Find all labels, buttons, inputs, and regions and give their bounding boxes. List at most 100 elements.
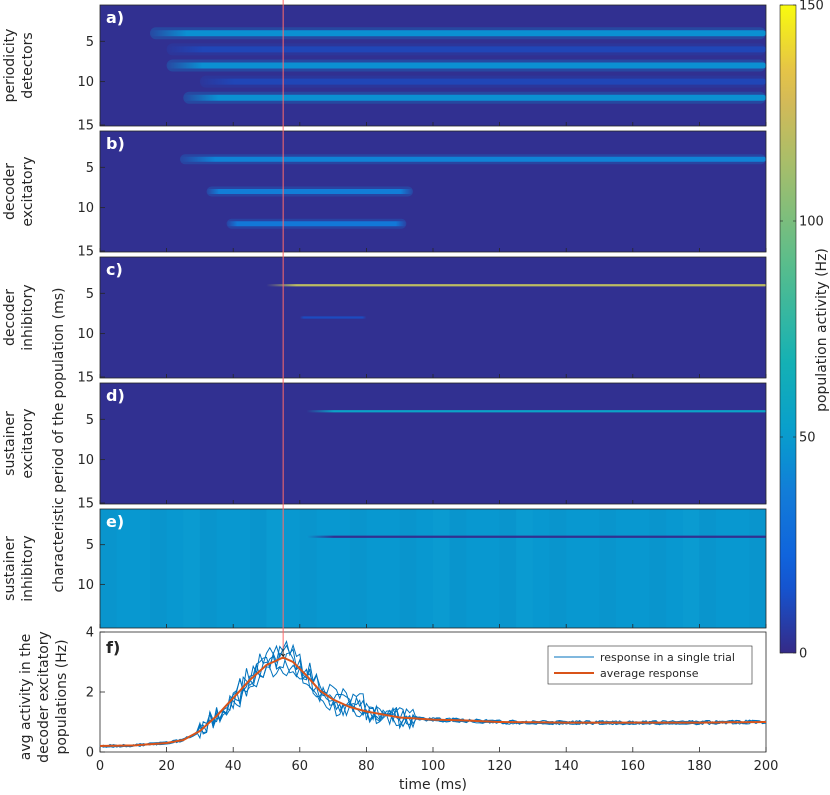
heatmap-band xyxy=(349,509,367,628)
panel-letter: d) xyxy=(106,386,125,405)
heatmap-band xyxy=(449,509,467,628)
panel-letter: f) xyxy=(106,638,120,657)
colorbar-tick-label: 50 xyxy=(799,431,816,446)
x-axis-label: time (ms) xyxy=(399,777,467,793)
heatmap-streak-glow xyxy=(226,218,407,229)
heatmap-band xyxy=(149,509,167,628)
heatmap-streak-period-4 xyxy=(306,410,766,413)
ytick-label: 10 xyxy=(77,75,94,90)
xtick-label: 60 xyxy=(292,759,309,774)
heatmap-streak-period-12 xyxy=(183,94,766,101)
heatmap-band xyxy=(249,509,267,628)
heatmap-streak-period-8 xyxy=(206,189,414,194)
row-label: avg activity in the xyxy=(18,634,34,760)
heatmap-band xyxy=(682,509,700,628)
legend-box xyxy=(547,645,753,685)
legend-label-trial: response in a single trial xyxy=(600,651,735,664)
xtick-label: 0 xyxy=(96,759,104,774)
ytick-label: 5 xyxy=(86,413,94,428)
heatmap-streak-period-6 xyxy=(166,46,767,53)
legend-label-average: average response xyxy=(600,667,699,680)
row-label: sustainer xyxy=(2,411,18,476)
ytick-label: 10 xyxy=(77,453,94,468)
heatmap-panel-a: 5 10 15 a) periodicity detectors xyxy=(2,4,767,134)
heatmap-band xyxy=(549,509,567,628)
heatmap-background xyxy=(100,257,766,378)
row-label: inhibitory xyxy=(20,284,36,350)
ytick-label: 10 xyxy=(77,578,94,593)
heatmap-streak-period-4 xyxy=(179,156,767,162)
panel-letter: b) xyxy=(106,134,125,153)
colorbar-label: population activity (Hz) xyxy=(814,248,830,412)
heatmap-panel-d: 5 10 15 d) sustainer excitatory xyxy=(2,382,767,512)
xtick-label: 160 xyxy=(620,759,645,774)
ytick-label: 4 xyxy=(86,626,94,641)
xtick-label: 180 xyxy=(687,759,712,774)
heatmap-band xyxy=(266,509,284,628)
heatmap-band xyxy=(100,509,117,628)
heatmap-band xyxy=(499,509,517,628)
heatmap-band xyxy=(433,509,450,628)
colorbar-tick-label: 150 xyxy=(799,0,824,14)
heatmap-band xyxy=(516,509,533,628)
heatmap-streak-glow xyxy=(149,27,766,40)
row-label: decoder xyxy=(2,163,18,220)
heatmap-streak-period-12 xyxy=(226,221,407,227)
heatmap-streak-period-10 xyxy=(199,78,766,85)
heatmap-band xyxy=(699,509,717,628)
colorbar: 0 50 100 150 population activity (Hz) xyxy=(779,0,830,662)
heatmap-band xyxy=(749,509,766,628)
ytick-label: 5 xyxy=(86,161,94,176)
xtick-label: 120 xyxy=(487,759,512,774)
xtick-label: 200 xyxy=(754,759,779,774)
heatmap-streak-period-8 xyxy=(166,62,767,69)
row-label: decoder excitatory xyxy=(36,631,52,763)
ytick-label: 5 xyxy=(86,35,94,50)
ytick-label: 10 xyxy=(77,327,94,342)
heatmap-band xyxy=(183,509,200,628)
row-label: inhibitory xyxy=(20,535,36,601)
shared-ylabel: characteristic period of the population … xyxy=(51,288,67,593)
row-label: populations (Hz) xyxy=(54,639,70,754)
row-label: periodicity xyxy=(2,29,18,103)
heatmap-background xyxy=(100,509,766,628)
heatmap-band xyxy=(599,509,617,628)
ytick-label: 0 xyxy=(86,746,94,761)
heatmap-streak-glow xyxy=(179,154,767,165)
heatmap-panel-c: 5 10 15 c) decoder inhibitory xyxy=(2,256,767,386)
heatmap-background xyxy=(100,383,766,504)
heatmap-streak-glow xyxy=(199,75,766,88)
heatmap-streak-glow xyxy=(183,91,766,104)
ytick-label: 15 xyxy=(77,371,94,386)
heatmap-band xyxy=(299,509,317,628)
xtick-label: 20 xyxy=(158,759,175,774)
heatmap-panel-e: 5 10 e) sustainer inhibitory xyxy=(2,508,767,629)
heatmap-streak-glow xyxy=(166,43,767,56)
colorbar-bar xyxy=(779,4,797,654)
heatmap-band xyxy=(199,509,217,628)
row-label: detectors xyxy=(20,32,36,98)
colorbar-tick-label: 0 xyxy=(799,647,807,662)
time-marker-arrow: ↓ xyxy=(279,647,288,660)
row-label: excitatory xyxy=(20,156,36,226)
xtick-label: 100 xyxy=(421,759,446,774)
ytick-label: 2 xyxy=(86,686,94,701)
row-label: sustainer xyxy=(2,536,18,601)
ytick-label: 5 xyxy=(86,538,94,553)
heatmap-panel-b: 5 10 15 b) decoder excitatory xyxy=(2,130,767,260)
time-marker: ↓ xyxy=(279,0,288,660)
xtick-label: 140 xyxy=(554,759,579,774)
average-response-line xyxy=(99,656,766,747)
heatmap-background xyxy=(100,131,766,252)
ytick-label: 10 xyxy=(77,201,94,216)
heatmap-streak-glow xyxy=(166,59,767,72)
xtick-label: 80 xyxy=(358,759,375,774)
heatmap-panels: 5 10 15 a) periodicity detectors 5 10 15 b) decode… xyxy=(2,4,767,629)
heatmap-streak-period-4 xyxy=(266,284,766,287)
heatmap-streak-period-4 xyxy=(149,30,766,37)
ytick-label: 15 xyxy=(77,119,94,134)
heatmap-streak-period-4 xyxy=(306,535,766,538)
heatmap-band xyxy=(649,509,667,628)
